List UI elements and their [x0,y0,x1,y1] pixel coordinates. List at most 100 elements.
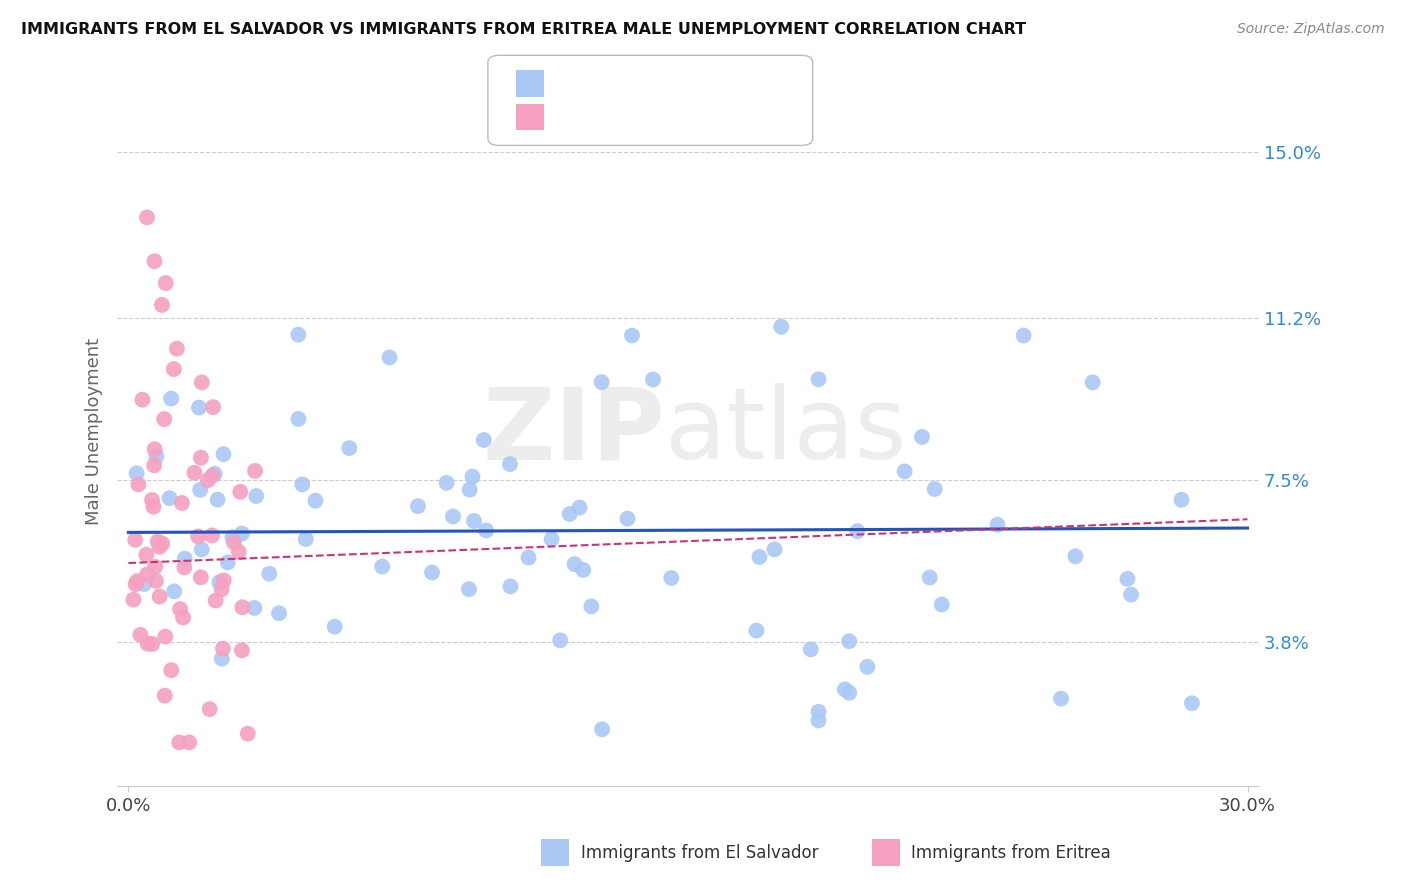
Point [125,574,148,589]
Point [231,526,253,541]
Point [145,574,167,588]
Point [142,500,165,514]
Point [125,467,148,481]
Point [475,524,498,538]
Text: 84: 84 [710,75,733,93]
Point [616,511,638,525]
Point [436,475,458,490]
Point [183,466,205,480]
Point [986,517,1008,532]
Text: ZIP: ZIP [482,384,665,480]
Point [131,392,153,407]
Point [217,555,239,569]
Point [1050,691,1073,706]
Point [591,723,613,737]
Point [143,254,166,268]
Point [190,542,212,557]
Point [517,550,540,565]
Point [127,477,149,491]
Point [838,686,860,700]
Text: R =: R = [555,75,592,93]
Point [807,714,830,728]
Point [1181,696,1204,710]
Point [287,412,309,426]
Point [155,630,177,644]
Point [145,450,167,464]
Point [287,327,309,342]
Point [198,702,221,716]
Point [259,566,281,581]
Point [838,634,860,648]
Point [540,532,562,546]
Point [149,590,172,604]
Text: Immigrants from El Salvador: Immigrants from El Salvador [581,844,818,862]
Point [208,575,231,590]
Point [807,372,830,386]
Point [204,593,226,607]
Point [146,534,169,549]
Point [458,483,481,497]
Point [641,372,664,386]
Text: 0.016: 0.016 [595,75,647,93]
Point [197,473,219,487]
Point [169,602,191,616]
Point [211,651,233,665]
Point [245,489,267,503]
Point [202,400,225,414]
Text: Source: ZipAtlas.com: Source: ZipAtlas.com [1237,22,1385,37]
Point [124,577,146,591]
Point [188,401,211,415]
Point [378,351,401,365]
Point [918,570,941,584]
Point [155,276,177,290]
Point [188,483,211,497]
Point [620,328,643,343]
Point [846,524,869,538]
Point [159,491,181,505]
Point [856,660,879,674]
Point [167,735,190,749]
Point [1012,328,1035,343]
Point [243,601,266,615]
Point [122,592,145,607]
Point [231,643,253,657]
Point [204,467,226,481]
Point [201,528,224,542]
Point [212,641,235,656]
Point [337,441,360,455]
Point [294,532,316,546]
Point [228,545,250,559]
Point [564,557,586,571]
Text: 0.035: 0.035 [595,108,647,126]
Point [371,559,394,574]
Point [800,642,823,657]
Point [931,598,953,612]
Point [231,600,253,615]
Point [172,610,194,624]
Point [834,682,856,697]
Point [179,735,201,749]
Point [222,535,245,549]
Point [148,540,170,554]
Y-axis label: Male Unemployment: Male Unemployment [86,338,103,525]
Point [591,375,613,389]
Point [136,637,159,651]
Point [924,482,946,496]
Point [201,468,224,483]
Point [207,492,229,507]
Point [441,509,464,524]
Point [763,542,786,557]
Text: atlas: atlas [665,384,907,480]
Point [1170,492,1192,507]
Point [893,464,915,478]
Point [150,298,173,312]
Point [211,582,233,597]
Point [243,464,266,478]
Point [659,571,682,585]
Point [1116,572,1139,586]
Point [191,376,214,390]
Point [267,606,290,620]
Point [190,450,212,465]
Point [463,514,485,528]
Point [141,492,163,507]
